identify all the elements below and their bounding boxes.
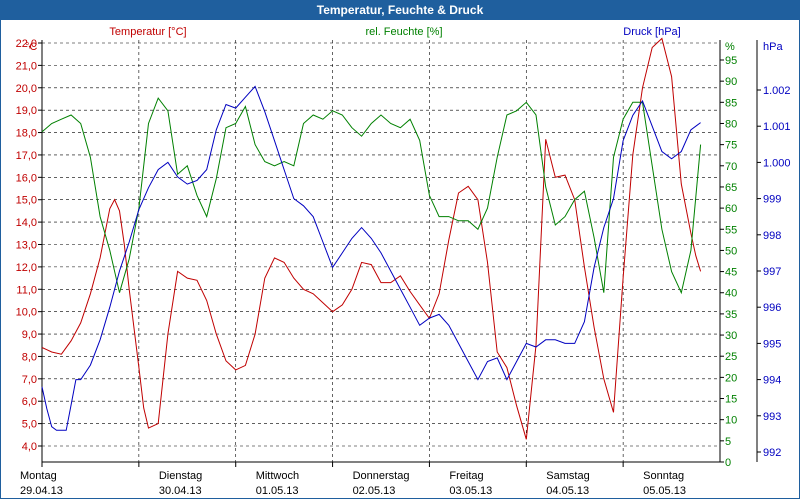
humidity-tick-label: 45 [725, 267, 737, 279]
x-label-date: 05.05.13 [643, 485, 686, 497]
humidity-tick-label: 60 [725, 203, 737, 215]
pressure-tick-label: 1.002 [763, 85, 791, 97]
temperature-tick-label: 18,0 [16, 128, 37, 140]
humidity-tick-label: 85 [725, 97, 737, 109]
pressure-tick-label: 997 [763, 266, 781, 278]
humidity-tick-label: 40 [725, 288, 737, 300]
humidity-tick-label: 80 [725, 118, 737, 130]
humidity-tick-label: 10 [725, 415, 737, 427]
temperature-unit: °C [25, 41, 37, 53]
x-label-date: 03.05.13 [449, 485, 492, 497]
axes [38, 40, 761, 467]
pressure-tick-label: 993 [763, 411, 781, 423]
x-label-day: Sonntag [643, 470, 684, 482]
temperature-tick-label: 14,0 [16, 217, 37, 229]
pressure-series-line [41, 85, 701, 431]
humidity-tick-label: 0 [725, 457, 731, 469]
temperature-tick-label: 13,0 [16, 239, 37, 251]
temperature-tick-label: 20,0 [16, 83, 37, 95]
humidity-axis-title: rel. Feuchte [%] [365, 26, 442, 38]
temperature-tick-label: 8,0 [22, 351, 37, 363]
temperature-tick-label: 10,0 [16, 307, 37, 319]
pressure-tick-label: 995 [763, 338, 781, 350]
x-label-day: Mittwoch [256, 470, 299, 482]
grid [42, 40, 720, 462]
temperature-tick-label: 4,0 [22, 441, 37, 453]
pressure-tick-label: 1.001 [763, 121, 791, 133]
x-label-day: Samstag [546, 470, 589, 482]
temperature-tick-label: 12,0 [16, 262, 37, 274]
temperature-tick-label: 21,0 [16, 60, 37, 72]
temperature-tick-label: 9,0 [22, 329, 37, 341]
x-label-day: Freitag [449, 470, 483, 482]
x-label-date: 02.05.13 [353, 485, 396, 497]
series-group [41, 37, 702, 440]
pressure-tick-label: 998 [763, 230, 781, 242]
pressure-tick-label: 999 [763, 194, 781, 206]
pressure-tick-label: 996 [763, 302, 781, 314]
temperature-tick-label: 11,0 [16, 284, 37, 296]
temperature-tick-label: 19,0 [16, 105, 37, 117]
chart-title: Temperatur, Feuchte & Druck [0, 0, 800, 20]
pressure-axis-title: Druck [hPa] [623, 26, 680, 38]
temperature-tick-label: 16,0 [16, 172, 37, 184]
humidity-tick-label: 90 [725, 76, 737, 88]
temperature-series-line [41, 37, 702, 440]
pressure-unit: hPa [763, 41, 783, 53]
x-label-day: Dienstag [159, 470, 202, 482]
humidity-tick-label: 15 [725, 394, 737, 406]
humidity-tick-label: 25 [725, 351, 737, 363]
humidity-tick-label: 65 [725, 182, 737, 194]
humidity-tick-label: 50 [725, 245, 737, 257]
pressure-tick-label: 1.000 [763, 157, 791, 169]
temperature-tick-label: 15,0 [16, 195, 37, 207]
humidity-tick-label: 20 [725, 372, 737, 384]
humidity-unit: % [725, 41, 735, 53]
humidity-tick-label: 70 [725, 161, 737, 173]
humidity-tick-label: 35 [725, 309, 737, 321]
temperature-axis-title: Temperatur [°C] [109, 26, 186, 38]
temperature-tick-label: 22,0 [16, 38, 37, 50]
temperature-tick-label: 17,0 [16, 150, 37, 162]
humidity-tick-label: 30 [725, 330, 737, 342]
x-label-day: Montag [20, 470, 57, 482]
pressure-tick-label: 994 [763, 375, 781, 387]
temperature-tick-label: 6,0 [22, 396, 37, 408]
temperature-tick-label: 5,0 [22, 419, 37, 431]
x-label-date: 01.05.13 [256, 485, 299, 497]
temperature-tick-label: 7,0 [22, 374, 37, 386]
x-label-date: 04.05.13 [546, 485, 589, 497]
humidity-tick-label: 5 [725, 436, 731, 448]
humidity-series-line [41, 97, 702, 295]
axis-labels: 4,0 5,0 6,0 7,0 8,0 9,0 10,0 11,0 12,0 13,0 14,0 15… [16, 26, 791, 497]
pressure-tick-label: 992 [763, 447, 781, 459]
humidity-tick-label: 75 [725, 140, 737, 152]
humidity-tick-label: 55 [725, 224, 737, 236]
x-label-date: 29.04.13 [20, 485, 63, 497]
x-label-day: Donnerstag [353, 470, 410, 482]
humidity-tick-label: 95 [725, 55, 737, 67]
x-label-date: 30.04.13 [159, 485, 202, 497]
